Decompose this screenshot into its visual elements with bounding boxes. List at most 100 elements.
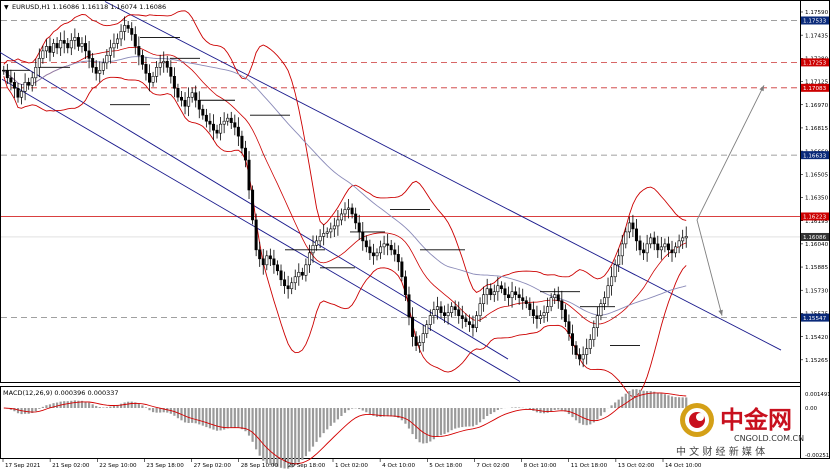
projection-arrow — [696, 219, 723, 316]
candle — [98, 61, 102, 83]
candle — [279, 264, 283, 287]
candle — [34, 59, 38, 86]
price-level-badge: 1.17253 — [801, 58, 829, 67]
candle — [478, 297, 482, 322]
brand-domain: CNGOLD.COM.CN — [734, 434, 804, 443]
candle — [407, 286, 411, 326]
candle — [172, 67, 176, 98]
macd-tick-label: 0.00 — [805, 406, 818, 412]
candle — [112, 33, 116, 58]
bollinger-upper-band — [3, 10, 687, 293]
candle — [275, 260, 279, 276]
horizontal-levels — [1, 20, 800, 319]
x-tick-label: 28 Sep 10:00 — [241, 463, 279, 469]
candle — [347, 198, 351, 219]
candle — [222, 112, 226, 134]
candle — [130, 22, 134, 41]
time-axis: 17 Sep 2021 21 Sep 02:00 22 Sep 10:00 23 Se… — [2, 459, 702, 469]
candle — [514, 286, 518, 301]
svg-text:1.16223: 1.16223 — [803, 215, 827, 221]
arrow-head — [718, 309, 723, 316]
candle — [464, 313, 468, 328]
candle — [403, 270, 407, 302]
candle — [421, 324, 425, 352]
x-tick-label: 8 Oct 10:00 — [524, 463, 557, 469]
chart-symbol-info: EURUSD,H1 1.16086 1.16118 1.16074 1.1608… — [12, 3, 166, 11]
candle — [567, 314, 571, 341]
x-tick-label: 5 Oct 18:00 — [429, 463, 462, 469]
x-tick-label: 17 Sep 2021 — [5, 463, 41, 469]
candle — [332, 217, 336, 237]
candle — [471, 315, 475, 337]
svg-text:1.17253: 1.17253 — [803, 61, 827, 67]
projection-arrow — [696, 85, 765, 221]
candle — [339, 208, 343, 226]
candle — [521, 288, 525, 310]
candle — [450, 302, 454, 318]
candle — [379, 240, 383, 260]
candle — [535, 305, 539, 329]
candle — [243, 140, 247, 168]
candle — [606, 277, 610, 306]
y-tick-label: 1.16970 — [805, 103, 829, 109]
candle — [229, 111, 233, 129]
candle — [69, 33, 73, 56]
candle — [645, 234, 649, 262]
y-tick-label: 1.16350 — [805, 196, 829, 202]
candle — [350, 203, 354, 219]
candle — [201, 104, 205, 120]
candle — [133, 26, 137, 55]
macd-label: MACD(12,26,9) 0.000396 0.000337 — [3, 389, 119, 397]
annotations — [2, 36, 765, 347]
arrow-head — [759, 85, 764, 92]
brand-tagline: 中 文 财 经 新 媒 体 — [676, 445, 765, 458]
candle — [318, 229, 322, 249]
candle — [44, 39, 48, 59]
candle — [482, 286, 486, 312]
chart-header-arrow-icon[interactable]: ▼ — [4, 4, 9, 11]
candle — [492, 284, 496, 302]
candle — [542, 305, 546, 323]
candle — [386, 233, 390, 256]
candle — [674, 242, 678, 258]
candle — [677, 234, 681, 254]
candle — [254, 213, 258, 257]
candle — [670, 240, 674, 262]
candlesticks — [2, 16, 688, 368]
candle — [574, 341, 578, 360]
x-tick-label: 14 Oct 10:00 — [665, 463, 702, 469]
svg-text:1.16633: 1.16633 — [803, 153, 827, 159]
candle — [563, 304, 567, 328]
candle — [304, 258, 308, 282]
candle — [634, 219, 638, 251]
candle — [247, 151, 251, 199]
candle — [151, 71, 155, 87]
svg-text:1.15547: 1.15547 — [803, 316, 827, 322]
candle — [546, 297, 550, 322]
candle — [272, 249, 276, 274]
candle — [684, 226, 688, 248]
candle — [236, 117, 240, 147]
candle — [219, 116, 223, 141]
candle — [538, 310, 542, 325]
candle — [52, 38, 56, 57]
candle — [389, 239, 393, 256]
candle — [560, 290, 564, 320]
price-level-badge: 1.16223 — [801, 212, 829, 221]
candle — [187, 87, 191, 117]
candle — [204, 108, 208, 128]
candle — [41, 45, 45, 64]
y-tick-label: 1.15885 — [805, 265, 829, 271]
candle — [617, 248, 621, 272]
candle — [343, 202, 347, 222]
candle — [503, 282, 507, 302]
candle — [371, 243, 375, 265]
candle — [283, 271, 287, 294]
candle — [524, 296, 528, 309]
candle — [443, 305, 447, 323]
candle — [55, 37, 59, 55]
candle — [592, 320, 596, 347]
candle — [400, 257, 404, 282]
candle — [176, 83, 180, 102]
price-level-badge: 1.15547 — [801, 313, 829, 322]
